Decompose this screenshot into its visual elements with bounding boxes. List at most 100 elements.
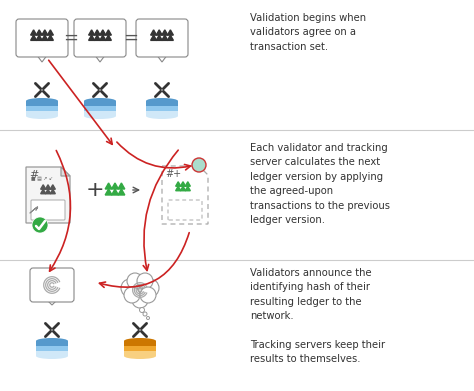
Polygon shape xyxy=(162,166,208,224)
Polygon shape xyxy=(46,185,51,189)
Polygon shape xyxy=(50,189,55,194)
Polygon shape xyxy=(46,189,51,194)
Ellipse shape xyxy=(146,108,178,114)
Polygon shape xyxy=(124,351,156,356)
Polygon shape xyxy=(156,35,162,40)
Polygon shape xyxy=(146,111,178,116)
Ellipse shape xyxy=(36,353,68,359)
Polygon shape xyxy=(181,186,185,191)
Text: ■ ▤ ↗ ↙: ■ ▤ ↗ ↙ xyxy=(31,176,53,181)
Polygon shape xyxy=(181,182,185,186)
Ellipse shape xyxy=(84,103,116,109)
Polygon shape xyxy=(26,101,58,106)
Text: =: = xyxy=(64,29,79,47)
Polygon shape xyxy=(111,189,118,195)
Ellipse shape xyxy=(84,108,116,114)
Ellipse shape xyxy=(124,348,156,354)
Circle shape xyxy=(127,273,143,289)
Polygon shape xyxy=(124,341,156,346)
Ellipse shape xyxy=(36,343,68,349)
Polygon shape xyxy=(36,54,48,62)
Circle shape xyxy=(124,287,140,303)
Polygon shape xyxy=(100,35,106,40)
Ellipse shape xyxy=(146,98,178,104)
Polygon shape xyxy=(31,30,36,35)
Polygon shape xyxy=(89,35,95,40)
Polygon shape xyxy=(84,111,116,116)
Ellipse shape xyxy=(146,103,178,109)
Ellipse shape xyxy=(26,103,58,109)
Polygon shape xyxy=(84,106,116,111)
Polygon shape xyxy=(105,35,111,40)
Polygon shape xyxy=(156,30,162,35)
Ellipse shape xyxy=(36,348,68,354)
Polygon shape xyxy=(94,35,100,40)
Polygon shape xyxy=(105,189,112,195)
Circle shape xyxy=(127,277,153,303)
Polygon shape xyxy=(94,54,106,62)
Polygon shape xyxy=(146,106,178,111)
Text: Validation begins when
validators agree on a
transaction set.: Validation begins when validators agree … xyxy=(250,13,366,52)
Circle shape xyxy=(132,292,148,308)
Polygon shape xyxy=(36,30,42,35)
Polygon shape xyxy=(84,101,116,106)
Text: =: = xyxy=(124,29,138,47)
Polygon shape xyxy=(94,30,100,35)
Text: +: + xyxy=(86,180,104,200)
Polygon shape xyxy=(124,346,156,351)
Polygon shape xyxy=(162,35,168,40)
Polygon shape xyxy=(42,30,48,35)
Text: #: # xyxy=(29,170,38,180)
Polygon shape xyxy=(167,35,173,40)
Polygon shape xyxy=(36,346,68,351)
Text: Each validator and tracking
server calculates the next
ledger version by applyin: Each validator and tracking server calcu… xyxy=(250,143,390,225)
Circle shape xyxy=(137,273,153,289)
Polygon shape xyxy=(47,35,54,40)
FancyBboxPatch shape xyxy=(136,19,188,57)
Polygon shape xyxy=(42,35,48,40)
Polygon shape xyxy=(105,183,112,189)
Polygon shape xyxy=(185,182,191,186)
Ellipse shape xyxy=(124,343,156,349)
Polygon shape xyxy=(105,30,111,35)
Ellipse shape xyxy=(146,113,178,119)
Polygon shape xyxy=(176,186,181,191)
Circle shape xyxy=(143,312,147,316)
Ellipse shape xyxy=(84,113,116,119)
Text: #+: #+ xyxy=(165,169,181,179)
Polygon shape xyxy=(151,35,156,40)
Polygon shape xyxy=(162,30,168,35)
Polygon shape xyxy=(26,106,58,111)
Ellipse shape xyxy=(124,338,156,344)
FancyBboxPatch shape xyxy=(74,19,126,57)
Polygon shape xyxy=(50,185,55,189)
Polygon shape xyxy=(26,167,70,223)
Polygon shape xyxy=(146,101,178,106)
Polygon shape xyxy=(111,183,118,189)
FancyBboxPatch shape xyxy=(16,19,68,57)
Polygon shape xyxy=(47,30,54,35)
Polygon shape xyxy=(156,54,168,62)
FancyBboxPatch shape xyxy=(168,200,202,220)
Polygon shape xyxy=(31,35,36,40)
Polygon shape xyxy=(61,167,70,176)
Polygon shape xyxy=(185,186,191,191)
Circle shape xyxy=(140,287,156,303)
Ellipse shape xyxy=(26,98,58,104)
Polygon shape xyxy=(41,185,46,189)
Circle shape xyxy=(146,316,149,319)
Circle shape xyxy=(139,307,145,312)
Polygon shape xyxy=(89,30,95,35)
Polygon shape xyxy=(118,183,125,189)
Polygon shape xyxy=(118,189,125,195)
Circle shape xyxy=(141,279,159,297)
Polygon shape xyxy=(36,341,68,346)
Ellipse shape xyxy=(26,108,58,114)
Text: Validators announce the
identifying hash of their
resulting ledger to the
networ: Validators announce the identifying hash… xyxy=(250,268,385,364)
Circle shape xyxy=(192,158,206,172)
Polygon shape xyxy=(176,182,181,186)
Polygon shape xyxy=(100,30,106,35)
Polygon shape xyxy=(36,351,68,356)
Polygon shape xyxy=(46,299,58,305)
Polygon shape xyxy=(151,30,156,35)
